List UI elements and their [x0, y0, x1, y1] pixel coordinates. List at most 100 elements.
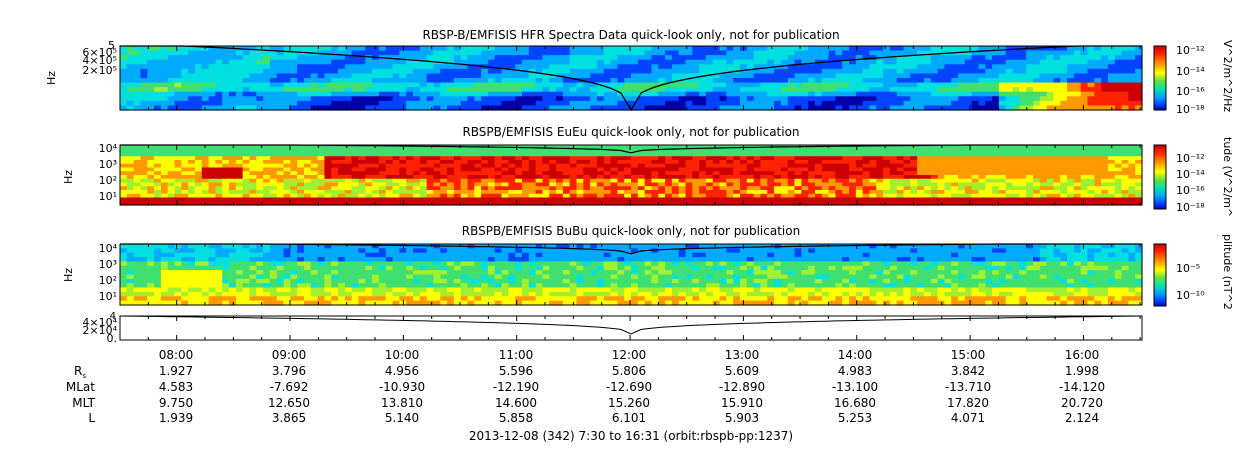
heatmap-cell: [992, 73, 1000, 79]
heatmap-cell: [855, 46, 864, 52]
heatmap-cell: [269, 252, 278, 258]
heatmap-cell: [535, 73, 544, 79]
heatmap-cell: [699, 68, 707, 75]
heatmap-cell: [160, 193, 169, 199]
heatmap-cell: [229, 148, 237, 154]
heatmap-cell: [419, 244, 428, 249]
heatmap-cell: [828, 244, 836, 249]
heatmap-cell: [964, 91, 973, 97]
heatmap-cell: [542, 167, 550, 172]
heatmap-cell: [583, 100, 591, 107]
heatmap-cell: [324, 193, 332, 199]
heatmap-cell: [269, 190, 278, 195]
heatmap-cell: [808, 91, 816, 97]
heatmap-cell: [644, 167, 653, 172]
heatmap-cell: [229, 190, 237, 195]
heatmap-cell: [760, 201, 768, 206]
heatmap-cell: [1080, 201, 1089, 206]
heatmap-cell: [1019, 78, 1027, 84]
heatmap-cell: [930, 145, 939, 150]
heatmap-cell: [460, 178, 469, 184]
heatmap-cell: [767, 100, 775, 107]
heatmap-cell: [964, 178, 973, 184]
heatmap-cell: [297, 73, 305, 79]
heatmap-cell: [726, 50, 734, 56]
heatmap-cell: [910, 182, 918, 187]
heatmap-cell: [746, 163, 755, 169]
heatmap-cell: [378, 82, 387, 88]
heatmap-cell: [1005, 145, 1014, 150]
heatmap-cell: [460, 252, 469, 258]
heatmap-cell: [201, 175, 210, 180]
heatmap-cell: [590, 160, 598, 165]
heatmap-cell: [1121, 68, 1129, 75]
heatmap-cell: [896, 178, 905, 184]
heatmap-cell: [378, 178, 387, 184]
heatmap-cell: [365, 152, 373, 157]
heatmap-cell: [515, 68, 523, 75]
heatmap-cell: [978, 186, 986, 191]
heatmap-cell: [1032, 248, 1041, 254]
heatmap-cell: [521, 186, 530, 191]
heatmap-cell: [167, 171, 176, 176]
heatmap-cell: [862, 252, 871, 258]
heatmap-cell: [194, 73, 203, 79]
heatmap-cell: [917, 46, 925, 52]
heatmap-cell: [1019, 171, 1027, 176]
heatmap-cell: [324, 50, 332, 56]
heatmap-cell: [140, 78, 148, 84]
heatmap-cell: [406, 178, 414, 184]
heatmap-cell: [249, 91, 257, 97]
heatmap-cell: [1107, 197, 1116, 202]
heatmap-cell: [1094, 197, 1102, 202]
heatmap-cell: [372, 50, 380, 56]
heatmap-cell: [780, 156, 789, 161]
heatmap-cell: [958, 87, 966, 93]
heatmap-cell: [828, 160, 836, 165]
heatmap-cell: [814, 82, 823, 88]
heatmap-cell: [998, 186, 1007, 191]
heatmap-cell: [494, 197, 503, 202]
heatmap-cell: [705, 152, 714, 157]
heatmap-cell: [631, 64, 639, 70]
heatmap-cell: [147, 193, 155, 199]
heatmap-cell: [276, 46, 285, 52]
heatmap-cell: [528, 46, 537, 52]
heatmap-cell: [637, 152, 646, 157]
heatmap-cell: [849, 248, 857, 254]
heatmap-cell: [215, 160, 223, 165]
heatmap-cell: [1039, 182, 1048, 187]
heatmap-cell: [992, 145, 1000, 150]
heatmap-cell: [453, 64, 462, 70]
heatmap-cell: [474, 252, 482, 258]
heatmap-cell: [290, 186, 298, 191]
heatmap-cell: [1080, 73, 1089, 79]
heatmap-cell: [1094, 182, 1102, 187]
heatmap-cell: [740, 68, 748, 75]
heatmap-cell: [392, 78, 400, 84]
heatmap-cell: [1073, 55, 1082, 61]
heatmap-cell: [1067, 252, 1075, 258]
heatmap-cell: [610, 152, 618, 157]
heatmap-cell: [1026, 167, 1034, 172]
heatmap-cell: [835, 105, 843, 111]
heatmap-cell: [1094, 193, 1102, 199]
heatmap-cell: [535, 163, 544, 169]
heatmap-cell: [583, 148, 591, 154]
heatmap-cell: [194, 50, 203, 56]
heatmap-cell: [283, 163, 291, 169]
heatmap-cell: [753, 252, 762, 258]
heatmap-cell: [958, 82, 966, 88]
heatmap-cell: [1053, 193, 1061, 199]
heatmap-cell: [1087, 197, 1095, 202]
heatmap-cell: [631, 190, 639, 195]
heatmap-cell: [120, 59, 128, 65]
heatmap-cell: [235, 248, 244, 254]
heatmap-cell: [958, 64, 966, 70]
heatmap-cell: [324, 182, 332, 187]
heatmap-cell: [801, 175, 809, 180]
heatmap-cell: [147, 91, 155, 97]
heatmap-cell: [358, 91, 366, 97]
heatmap-cell: [855, 50, 864, 56]
heatmap-cell: [889, 193, 898, 199]
